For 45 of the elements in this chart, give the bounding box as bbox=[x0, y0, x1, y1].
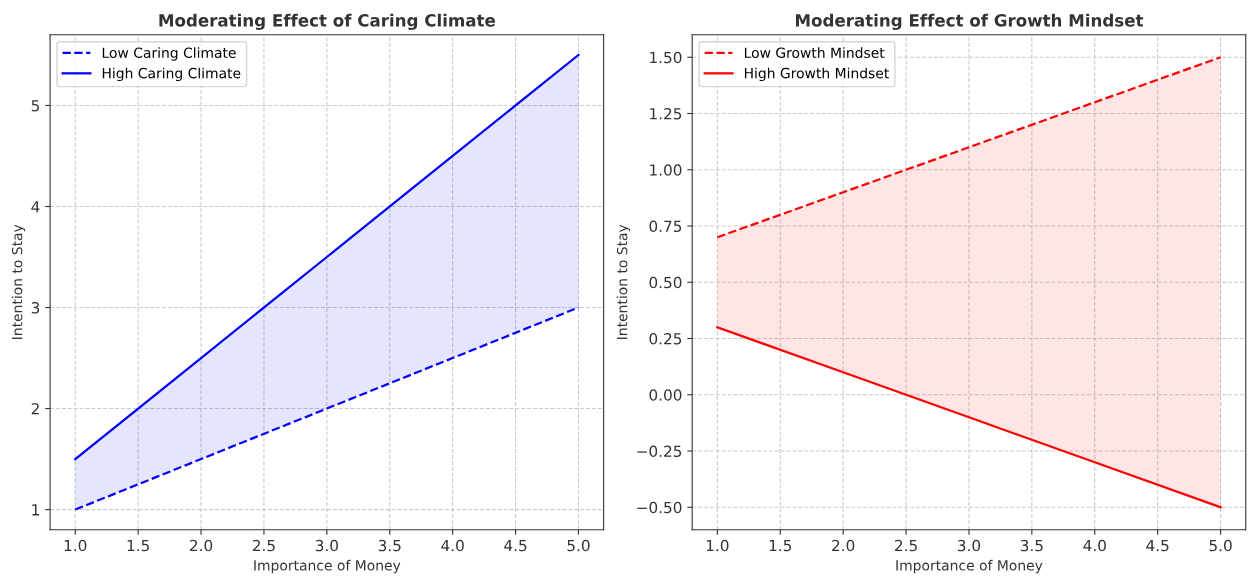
legend-label: Low Growth Mindset bbox=[744, 47, 885, 58]
y-tick-label: 0.25 bbox=[649, 332, 682, 345]
y-tick-label: 0.75 bbox=[649, 220, 682, 233]
y-tick-label: 1.50 bbox=[650, 51, 682, 64]
line-series bbox=[716, 56, 1222, 239]
x-axis-title: Importance of Money bbox=[254, 559, 401, 574]
x-tick-label: 4.5 bbox=[1146, 539, 1169, 552]
x-tick-label: 3.0 bbox=[315, 539, 338, 552]
x-tick-label: 2.5 bbox=[895, 539, 917, 552]
line-series bbox=[74, 306, 580, 511]
x-tick-label: 2.5 bbox=[252, 539, 275, 552]
x-tick-label: 4.0 bbox=[1083, 539, 1106, 552]
x-tick-label: 5.0 bbox=[1209, 539, 1232, 552]
x-tick-label: 2.0 bbox=[190, 539, 213, 552]
y-axis-title: Intention to Stay bbox=[616, 224, 631, 339]
x-tick-label: 1.0 bbox=[706, 539, 729, 552]
y-tick-label: 5 bbox=[31, 100, 40, 112]
y-tick-label: 0.50 bbox=[649, 276, 682, 289]
x-tick-label: 5.0 bbox=[567, 539, 590, 552]
y-tick-label: 2 bbox=[31, 403, 39, 415]
x-tick-label: 1.5 bbox=[769, 539, 792, 552]
x-tick-label: 3.0 bbox=[957, 539, 981, 552]
x-axis-title: Importance of Money bbox=[896, 559, 1043, 574]
x-tick-label: 1.5 bbox=[127, 539, 149, 552]
y-tick-label: 4 bbox=[31, 201, 40, 213]
x-tick-label: 2.0 bbox=[832, 539, 855, 552]
legend-label: Low Caring Climate bbox=[102, 47, 236, 61]
y-tick-label: −0.50 bbox=[637, 501, 682, 514]
y-tick-label: 3 bbox=[31, 301, 40, 314]
line-series bbox=[716, 326, 1222, 509]
x-tick-label: 4.5 bbox=[504, 539, 527, 552]
chart-title: Moderating Effect of Growth Mindset bbox=[795, 13, 1144, 30]
y-tick-label: 1.00 bbox=[650, 164, 682, 176]
y-tick-label: 1.25 bbox=[650, 107, 682, 120]
legend-label: High Caring Climate bbox=[102, 67, 241, 82]
y-tick-label: −0.25 bbox=[637, 445, 682, 458]
y-tick-label: 1 bbox=[32, 504, 39, 516]
x-tick-label: 3.5 bbox=[378, 539, 401, 552]
y-tick-label: 0.00 bbox=[649, 389, 682, 401]
x-tick-label: 3.5 bbox=[1020, 539, 1043, 552]
x-tick-label: 4.0 bbox=[441, 539, 464, 552]
y-axis-title: Intention to Stay bbox=[11, 224, 26, 339]
chart-title: Moderating Effect of Caring Climate bbox=[159, 13, 495, 30]
legend-label: High Growth Mindset bbox=[744, 67, 889, 82]
x-tick-label: 1.0 bbox=[64, 539, 87, 552]
